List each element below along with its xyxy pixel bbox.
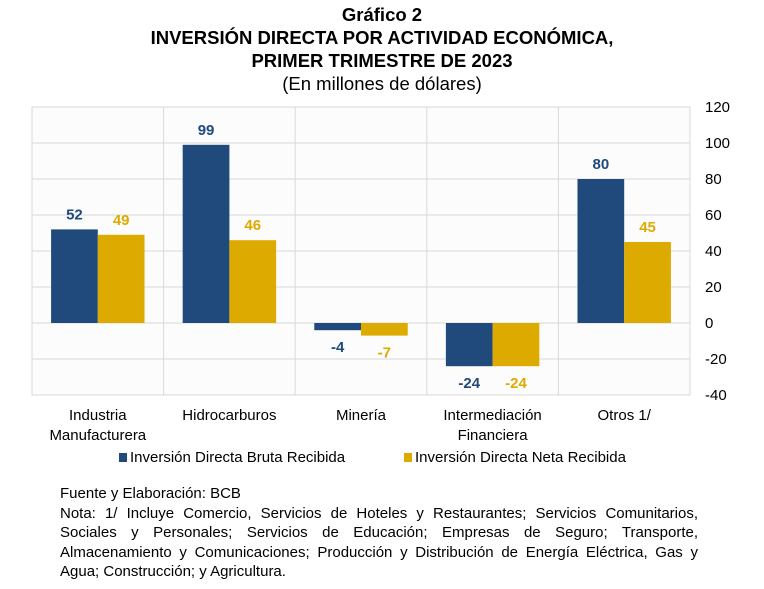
y-tick-label: 20 xyxy=(705,279,722,296)
x-axis: Industria Manufacturera Hidrocarburos Miner… xyxy=(49,407,651,444)
x-tick-label: Financiera xyxy=(458,427,529,444)
x-tick-label: Manufacturera xyxy=(49,427,146,444)
data-label: 45 xyxy=(639,219,656,236)
footnote: Nota: 1/ Incluye Comercio, Servicios de … xyxy=(60,504,698,581)
data-label: 52 xyxy=(66,206,83,223)
legend-label-bruta: Inversión Directa Bruta Recibida xyxy=(130,449,346,466)
data-labels: 52 49 99 46 -4 -7 -24 -24 80 45 xyxy=(66,122,656,392)
bar-bruta xyxy=(445,323,493,367)
legend-swatch-bruta xyxy=(119,453,127,462)
x-tick-label: Industria xyxy=(69,407,127,424)
x-tick-label: Minería xyxy=(336,407,387,424)
y-axis: 120 100 80 60 40 20 0 -20 -40 xyxy=(705,99,730,404)
data-label: -7 xyxy=(378,345,391,362)
data-label: 80 xyxy=(592,156,609,173)
source-note: Fuente y Elaboración: BCB xyxy=(60,485,241,502)
bar-neta xyxy=(361,323,408,336)
bar-bruta xyxy=(182,144,230,323)
bar-bruta xyxy=(51,229,98,323)
bars xyxy=(51,144,671,367)
y-tick-label: 40 xyxy=(705,243,722,260)
bar-bruta xyxy=(577,179,625,323)
legend-swatch-neta xyxy=(404,453,412,462)
data-label: 99 xyxy=(198,122,215,139)
legend-label-neta: Inversión Directa Neta Recibida xyxy=(415,449,626,466)
data-label: 46 xyxy=(244,217,261,234)
legend-item-bruta: Inversión Directa Bruta Recibida xyxy=(119,449,345,466)
bar-neta xyxy=(229,240,277,323)
data-label: -4 xyxy=(331,339,345,356)
bar-bruta xyxy=(314,323,361,331)
y-tick-label: 0 xyxy=(705,315,713,332)
y-tick-label: 120 xyxy=(705,99,730,116)
chart-title-line1: INVERSIÓN DIRECTA POR ACTIVIDAD ECONÓMIC… xyxy=(150,27,614,48)
x-tick-label: Otros 1/ xyxy=(598,407,652,424)
x-tick-label: Hidrocarburos xyxy=(182,407,276,424)
y-tick-label: 100 xyxy=(705,135,730,152)
y-tick-label: -40 xyxy=(705,387,727,404)
notes: Fuente y Elaboración: BCB Nota: 1/ Inclu… xyxy=(60,484,698,582)
y-tick-label: 80 xyxy=(705,171,722,188)
data-label: 49 xyxy=(113,212,130,229)
x-tick-label: Intermediación xyxy=(443,407,541,424)
figure-number: Gráfico 2 xyxy=(341,4,423,25)
y-tick-label: 60 xyxy=(705,207,722,224)
data-label: -24 xyxy=(505,375,527,392)
bar-chart: 52 49 99 46 -4 -7 -24 -24 80 45 120 100 80 60 40 20 0 -2… xyxy=(31,99,730,444)
bar-neta xyxy=(624,242,671,323)
chart-title-line2: PRIMER TRIMESTRE DE 2023 xyxy=(251,50,513,71)
bar-neta xyxy=(492,323,540,367)
legend-item-neta: Inversión Directa Neta Recibida xyxy=(404,449,626,466)
data-label: -24 xyxy=(458,375,480,392)
bar-neta xyxy=(97,234,145,323)
y-tick-label: -20 xyxy=(705,351,727,368)
chart-subtitle: (En millones de dólares) xyxy=(282,73,482,94)
